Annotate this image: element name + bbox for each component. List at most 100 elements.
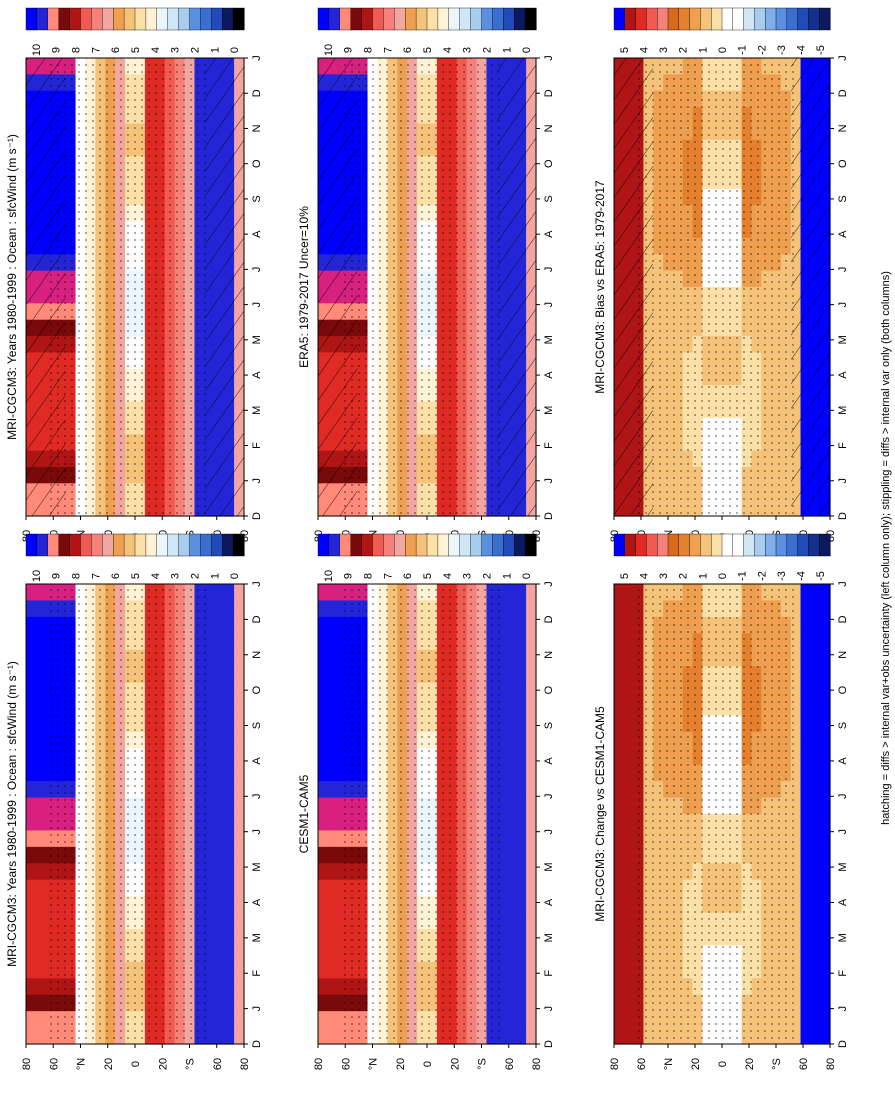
heatmap-cell xyxy=(327,879,339,897)
x-tick-label: J xyxy=(251,1006,263,1012)
heatmap-cell xyxy=(526,781,537,799)
y-tick-label: 0 xyxy=(130,1061,142,1067)
heatmap-cell xyxy=(810,649,821,667)
colorbar-label: 8 xyxy=(363,47,375,53)
heatmap-cell xyxy=(26,846,37,864)
heatmap-cell xyxy=(327,797,339,815)
colorbar-swatch xyxy=(470,533,483,557)
colorbar-swatch xyxy=(361,533,374,557)
heatmap-cell xyxy=(800,961,811,979)
heatmap-cell xyxy=(623,764,635,782)
x-tick-label: A xyxy=(543,371,555,379)
y-tick-label: 60 xyxy=(48,1058,60,1070)
heatmap-cell xyxy=(800,666,811,684)
colorbar-label: 10 xyxy=(31,44,43,56)
x-tick-label: M xyxy=(251,335,263,344)
heatmap-cell xyxy=(224,731,235,749)
colorbar-swatch xyxy=(178,533,191,557)
colorbar-label: 4 xyxy=(638,47,650,53)
heatmap-cell xyxy=(820,1011,831,1029)
colorbar-label: 3 xyxy=(658,47,670,53)
heatmap-cell xyxy=(35,600,47,618)
x-tick-label: D xyxy=(543,512,555,520)
stippling-overlay xyxy=(47,58,212,516)
heatmap-cell xyxy=(506,699,517,717)
colorbar-swatch xyxy=(372,533,385,557)
heatmap-cell xyxy=(35,1027,47,1045)
colorbar-swatch xyxy=(732,533,745,557)
heatmap-cell xyxy=(516,978,527,996)
colorbar-swatch xyxy=(178,7,191,31)
colorbar-label: -2 xyxy=(756,571,768,581)
heatmap-cell xyxy=(614,633,625,651)
heatmap-cell xyxy=(800,764,811,782)
heatmap-cell xyxy=(35,1011,47,1029)
heatmap-cell xyxy=(810,846,821,864)
hatching-overlay-north xyxy=(318,58,358,516)
colorbar-swatch xyxy=(58,7,71,31)
colorbar-label: 10 xyxy=(323,570,335,582)
colorbar-label: 5 xyxy=(422,47,434,53)
x-tick-label: M xyxy=(251,862,263,871)
heatmap-cell xyxy=(35,797,47,815)
heatmap-cell xyxy=(820,929,831,947)
heatmap-cell xyxy=(614,1011,625,1029)
heatmap-cell xyxy=(26,781,37,799)
colorbar-swatch xyxy=(426,7,439,31)
hatching-overlay-south xyxy=(204,58,244,516)
x-tick-label: S xyxy=(543,722,555,729)
heatmap-cell xyxy=(810,600,821,618)
x-tick-label: J xyxy=(837,478,849,484)
colorbar-label: 0 xyxy=(521,573,533,579)
heatmap-cell xyxy=(327,912,339,930)
panel-title: CESM1-CAM5 xyxy=(297,774,311,853)
heatmap-cell xyxy=(614,846,625,864)
colorbar-swatch xyxy=(339,7,352,31)
heatmap-cell xyxy=(214,584,225,602)
heatmap-cell xyxy=(800,1027,811,1045)
heatmap-cell xyxy=(516,1027,527,1045)
colorbar-swatch xyxy=(58,533,71,557)
heatmap-cell xyxy=(214,994,225,1012)
heatmap-cell xyxy=(506,961,517,979)
heatmap-cell xyxy=(800,649,811,667)
heatmap-cell xyxy=(318,879,329,897)
heatmap-cell xyxy=(820,896,831,914)
x-tick-label: D xyxy=(543,89,555,97)
heatmap-cell xyxy=(224,764,235,782)
y-tick-label: °N xyxy=(663,1058,675,1070)
heatmap-cell xyxy=(623,945,635,963)
heatmap-cell xyxy=(35,616,47,634)
heatmap-cell xyxy=(35,978,47,996)
heatmap-cell xyxy=(327,846,339,864)
heatmap-cell xyxy=(234,879,245,897)
heatmap-cell xyxy=(234,846,245,864)
colorbar-label: 10 xyxy=(323,44,335,56)
colorbar-swatch xyxy=(678,533,691,557)
y-tick-label: 20 xyxy=(449,1058,461,1070)
heatmap-cell xyxy=(614,879,625,897)
heatmap-cell xyxy=(516,699,527,717)
x-tick-label: D xyxy=(251,512,263,520)
heatmap-cell xyxy=(26,748,37,766)
colorbar-swatch xyxy=(765,533,777,557)
colorbar-label: 5 xyxy=(422,573,434,579)
colorbar-label: 0 xyxy=(521,47,533,53)
colorbar-swatch xyxy=(167,7,180,31)
colorbar-label: 1 xyxy=(209,47,221,53)
x-tick-label: J xyxy=(837,581,849,587)
heatmap-cell xyxy=(516,633,527,651)
heatmap-cell xyxy=(516,600,527,618)
heatmap-cell xyxy=(516,649,527,667)
colorbar-swatch xyxy=(156,7,169,31)
heatmap-cell xyxy=(35,912,47,930)
heatmap-cell xyxy=(327,945,339,963)
heatmap-cell xyxy=(820,978,831,996)
heatmap-cell xyxy=(820,584,831,602)
y-tick-label: 60 xyxy=(504,1058,516,1070)
x-tick-label: O xyxy=(837,685,849,694)
panel-left-bottom: DJFMAMJJASONDJ8060°N20020°S6080543210-1-… xyxy=(593,7,849,542)
heatmap-cell xyxy=(623,863,635,881)
